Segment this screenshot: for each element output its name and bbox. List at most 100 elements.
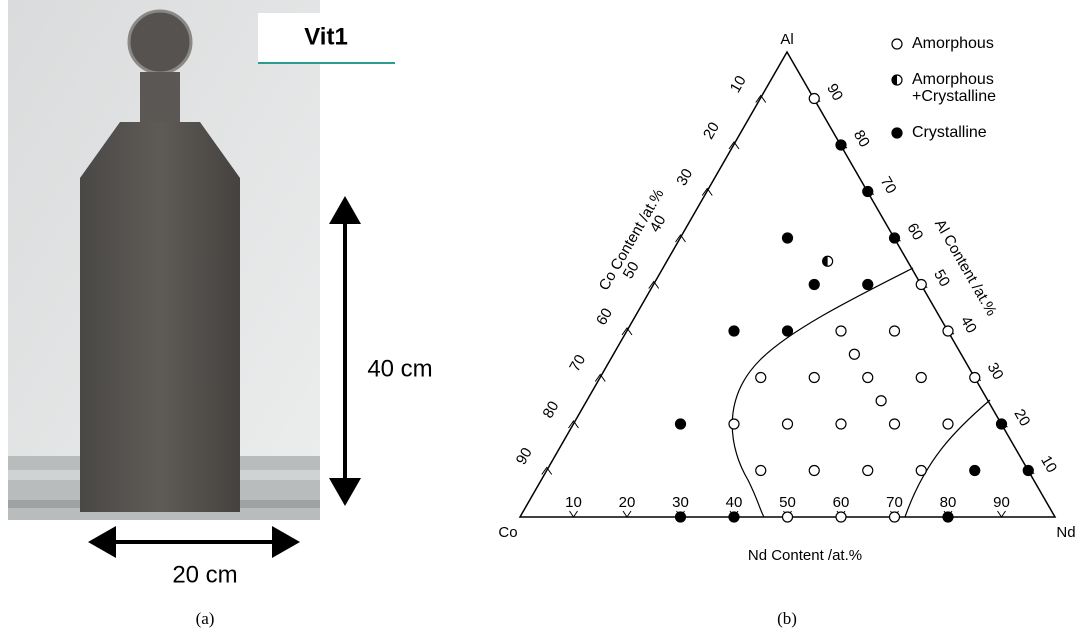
marker-ring: [862, 371, 874, 384]
vertex-label: Co: [498, 524, 517, 541]
marker-ring: [1022, 464, 1034, 477]
marker-ring: [808, 371, 820, 384]
tick-mark: [648, 280, 660, 289]
label-box: [258, 13, 395, 63]
tick-label: 90: [993, 494, 1010, 511]
marker-ring: [891, 127, 903, 139]
marker-ring: [995, 418, 1008, 430]
tick-label: 40: [647, 212, 670, 235]
marker: [728, 418, 740, 430]
marker-ring: [891, 38, 903, 50]
tick-mark: [568, 420, 579, 429]
marker-half: [822, 256, 828, 267]
marker-ring: [808, 92, 820, 105]
boundary-curve: [904, 399, 991, 518]
marker-ring: [835, 325, 847, 337]
marker: [862, 185, 874, 198]
marker-ring: [835, 511, 847, 523]
marker-ring: [915, 278, 927, 291]
marker: [915, 371, 927, 384]
caption: (b): [777, 609, 797, 628]
marker-ring: [728, 325, 740, 337]
tick-label: 20: [619, 494, 636, 511]
marker-ring: [862, 464, 874, 477]
tick-label: 30: [984, 360, 1007, 383]
marker: [674, 418, 687, 430]
marker-ring: [674, 418, 687, 430]
marker: [808, 371, 820, 384]
marker: [822, 255, 834, 267]
tick-label: 10: [1037, 453, 1060, 476]
boundary-curve: [731, 267, 914, 518]
marker-ring: [781, 511, 794, 523]
marker: [835, 418, 847, 430]
tick-label: 40: [957, 313, 980, 336]
marker: [891, 127, 903, 139]
marker: [888, 418, 901, 430]
tick-label: 90: [823, 81, 846, 104]
legend-label: Amorphous: [912, 71, 994, 88]
height-label: 40 cm: [367, 355, 432, 382]
width-label: 20 cm: [172, 561, 237, 588]
tick-mark: [594, 373, 606, 382]
tick-label: 30: [672, 494, 689, 511]
tick-label: 20: [1010, 406, 1033, 429]
tick-label: 90: [513, 445, 536, 468]
tick-label: 60: [903, 220, 926, 243]
marker: [942, 511, 954, 523]
caption: (a): [196, 609, 215, 628]
marker-half: [892, 75, 897, 85]
marker: [995, 418, 1008, 430]
marker-ring: [888, 325, 901, 337]
marker-ring: [862, 185, 874, 198]
marker-ring: [875, 395, 887, 407]
tick-label: 40: [726, 494, 743, 511]
tick-mark: [997, 510, 1006, 518]
marker: [808, 92, 820, 105]
tick-label: 70: [566, 352, 589, 375]
tick-label: 50: [930, 267, 953, 290]
marker: [781, 232, 794, 244]
marker: [888, 325, 901, 337]
marker-ring: [835, 139, 847, 151]
marker: [808, 278, 820, 291]
marker: [888, 232, 901, 244]
marker: [942, 418, 954, 430]
marker-ring: [969, 371, 981, 384]
tick-label: 30: [673, 166, 696, 189]
tick-label: 70: [886, 494, 903, 511]
marker-ring: [848, 348, 860, 360]
marker-ring: [728, 418, 740, 430]
tick-mark: [621, 327, 633, 336]
marker: [755, 464, 767, 477]
vertex-label: Nd: [1056, 524, 1075, 541]
marker: [781, 511, 794, 523]
marker: [862, 278, 874, 291]
legend-label: Crystalline: [912, 124, 987, 141]
marker-ring: [915, 371, 927, 384]
tick-label: 50: [620, 259, 643, 282]
marker-ring: [781, 232, 794, 244]
marker: [755, 371, 767, 384]
marker-ring: [888, 232, 901, 244]
marker: [728, 511, 740, 523]
marker-ring: [755, 371, 767, 384]
tick-label: 70: [877, 174, 900, 197]
marker: [835, 511, 847, 523]
tick-mark: [755, 94, 767, 103]
marker: [808, 464, 820, 477]
tick-mark: [541, 466, 553, 475]
marker: [728, 325, 740, 337]
marker-ring: [915, 464, 927, 477]
marker: [969, 464, 981, 477]
marker-ring: [755, 464, 767, 477]
marker-ring: [942, 325, 954, 337]
legend-label: Amorphous: [912, 35, 994, 52]
photo: [8, 0, 361, 558]
marker-ring: [888, 418, 901, 430]
sample-label: Vit1: [304, 23, 348, 50]
marker-ring: [835, 418, 847, 430]
tick-mark: [622, 510, 632, 518]
marker: [915, 278, 927, 291]
